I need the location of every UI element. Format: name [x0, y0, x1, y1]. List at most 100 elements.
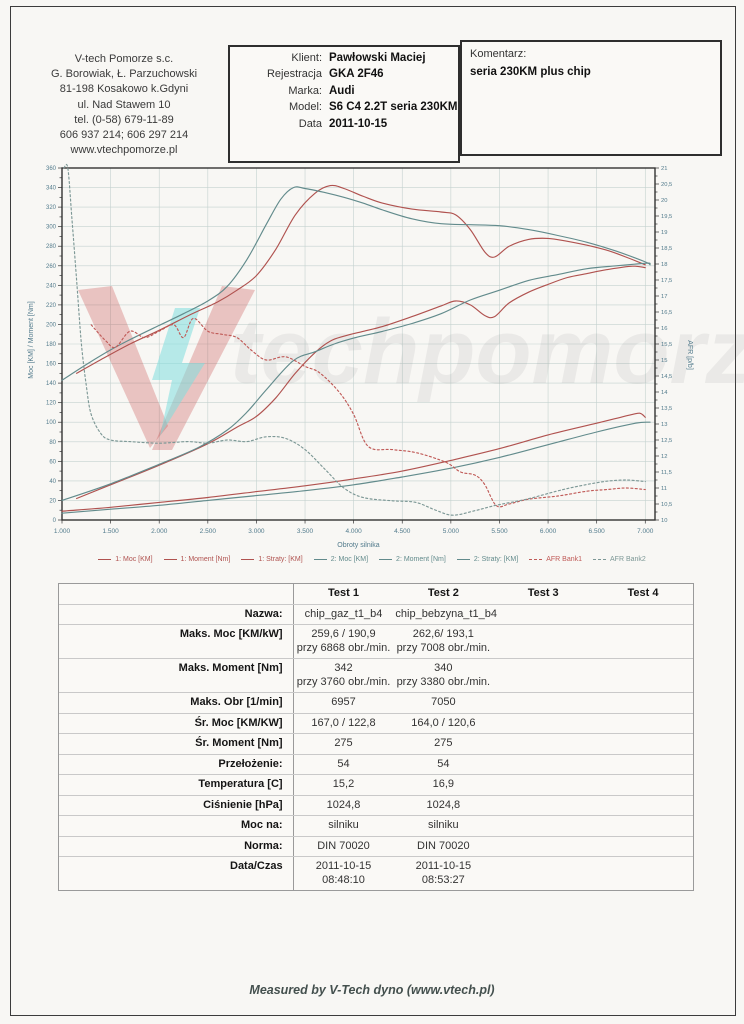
client-label-4: Data [298, 117, 322, 130]
tick-label-x: 4.000 [345, 528, 362, 535]
row-9-test-1: silniku [328, 819, 359, 831]
row-7-test-3 [493, 775, 593, 795]
tick-label-right: 18,5 [661, 246, 672, 252]
tick-label-left: 200 [46, 322, 57, 328]
tick-label-x: 6.000 [540, 528, 557, 535]
tick-label-right: 13,5 [661, 406, 672, 412]
table-row-6: Przełożenie: 54 54 [59, 754, 693, 775]
tick-label-x: 5.500 [491, 528, 508, 535]
legend-marker-3 [313, 559, 327, 560]
tick-label-left: 100 [46, 420, 57, 426]
row-1-test-4 [593, 625, 693, 658]
client-label-0: Klient: [291, 51, 322, 64]
company-line-4: tel. (0-58) 679-11-89 [74, 113, 174, 126]
client-label-3: Model: [288, 101, 322, 113]
client-row-2: Marka: Audi [230, 85, 458, 97]
table-row-2: Maks. Moment [Nm] 342 przy 3760 obr./min.… [59, 659, 693, 693]
table-header-2: Test 2 [427, 587, 459, 599]
legend-label-2: 1: Straty: [KM] [258, 556, 303, 563]
company-line-0: V-tech Pomorze s.c. [74, 53, 174, 65]
tick-label-left: 220 [46, 303, 57, 309]
client-value-1: GKA 2F46 [329, 68, 384, 80]
table-row-1: Maks. Moc [KM/kW] 259,6 / 190,9 przy 6868… [59, 625, 693, 659]
tick-label-left: 240 [46, 283, 57, 289]
curve-2-moc-km- [61, 262, 651, 501]
tick-label-left: 0 [53, 518, 57, 524]
row-label-5: Śr. Moment [Nm] [59, 734, 294, 754]
tick-label-x: 5.000 [443, 528, 460, 535]
client-row-4: Data 2011-10-15 [230, 118, 458, 130]
company-line-5: 606 937 214; 606 297 214 [59, 129, 189, 142]
tick-label-left: 40 [49, 479, 56, 485]
curve-1-moc-km- [76, 265, 646, 500]
legend-marker-6 [529, 559, 543, 560]
client-value-3: S6 C4 2.2T seria 230KM [329, 101, 458, 113]
table-header-1: Test 1 [328, 587, 359, 599]
tick-label-left: 60 [49, 459, 56, 465]
client-value-2: Audi [329, 84, 355, 97]
row-10-test-1: DIN 70020 [317, 839, 370, 852]
legend-label-7: AFR Bank2 [610, 556, 646, 563]
tick-label-left: 260 [46, 264, 57, 270]
row-9-test-2: silniku [428, 819, 459, 831]
row-0-test-1: chip_gaz_t1_b4 [304, 607, 383, 620]
row-6-test-1: 54 [337, 757, 350, 770]
row-9-test-3 [493, 816, 593, 836]
curve-afr-bank2 [63, 163, 646, 516]
client-row-3: Model: S6 C4 2.2T seria 230KM [230, 101, 458, 113]
tick-label-right: 21 [661, 166, 667, 172]
row-11-test-4 [593, 857, 693, 890]
tick-label-right: 12,5 [661, 438, 672, 444]
table-row-0: Nazwa: chip_gaz_t1_b4 chip_bebzyna_t1_b4 [59, 604, 693, 625]
legend-item-4: 2: Moment [Nm] [379, 556, 446, 563]
row-10-test-3 [493, 837, 593, 857]
comment-label: Komentarz: [470, 48, 527, 60]
row-4-test-4 [593, 714, 693, 734]
table-row-5: Śr. Moment [Nm] 275 275 [59, 734, 693, 755]
legend-label-3: 2: Moc [KM] [330, 556, 369, 563]
curve-1-moment-nm- [76, 184, 646, 374]
curve-2-moment-nm- [61, 186, 651, 381]
x-axis-label: Obroty silnika [337, 542, 380, 549]
tick-label-x: 1.000 [54, 528, 71, 535]
tick-label-right: 14 [661, 390, 668, 396]
client-label-2: Marka: [288, 84, 322, 97]
legend-item-1: 1: Moment [Nm] [163, 556, 230, 563]
row-1-test-3 [493, 625, 593, 658]
row-7-test-1: 15,2 [332, 778, 355, 790]
tick-label-right: 17 [661, 294, 667, 300]
tick-label-left: 20 [49, 498, 56, 504]
tick-label-x: 3.500 [297, 528, 314, 535]
row-8-test-2: 1024,8 [426, 798, 461, 811]
tick-label-left: 280 [46, 244, 57, 250]
tick-label-right: 12 [661, 454, 667, 460]
table-row-8: Ciśnienie [hPa] 1024,8 1024,8 [59, 795, 693, 816]
table-header-row: Test 1 Test 2 Test 3 Test 4 [59, 584, 693, 605]
curve-afr-bank1 [90, 317, 646, 508]
row-3-test-4 [593, 693, 693, 713]
tick-label-x: 4.500 [394, 528, 411, 535]
company-line-2: 81-198 Kosakowo k.Gdyni [59, 83, 189, 96]
row-0-test-3 [493, 605, 593, 625]
row-5-test-2: 275 [434, 737, 453, 749]
watermark-v-right [152, 286, 255, 450]
tick-label-right: 14,5 [661, 374, 672, 380]
row-4-test-1: 167,0 / 122,8 [311, 716, 376, 729]
row-0-test-4 [593, 605, 693, 625]
row-label-4: Śr. Moc [KM/KW] [59, 713, 294, 733]
row-1-test-2: 262,6/ 193,1 przy 7008 obr./min. [396, 628, 491, 654]
row-5-test-1: 275 [334, 737, 353, 749]
row-2-test-1: 342 przy 3760 obr./min. [296, 662, 391, 688]
table-header-3: Test 3 [527, 587, 559, 599]
tick-label-left: 340 [46, 186, 57, 192]
tick-label-right: 13 [661, 422, 667, 428]
legend-item-5: 2: Straty: [KM] [456, 556, 518, 563]
row-label-0: Nazwa: [59, 604, 294, 624]
client-row-1: Rejestracja GKA 2F46 [230, 68, 458, 80]
tick-label-right: 16 [661, 326, 667, 332]
row-2-test-4 [593, 659, 693, 692]
row-label-3: Maks. Obr [1/min] [59, 693, 294, 713]
row-6-test-4 [593, 755, 693, 775]
row-6-test-3 [493, 755, 593, 775]
tick-label-right: 20 [661, 198, 667, 204]
